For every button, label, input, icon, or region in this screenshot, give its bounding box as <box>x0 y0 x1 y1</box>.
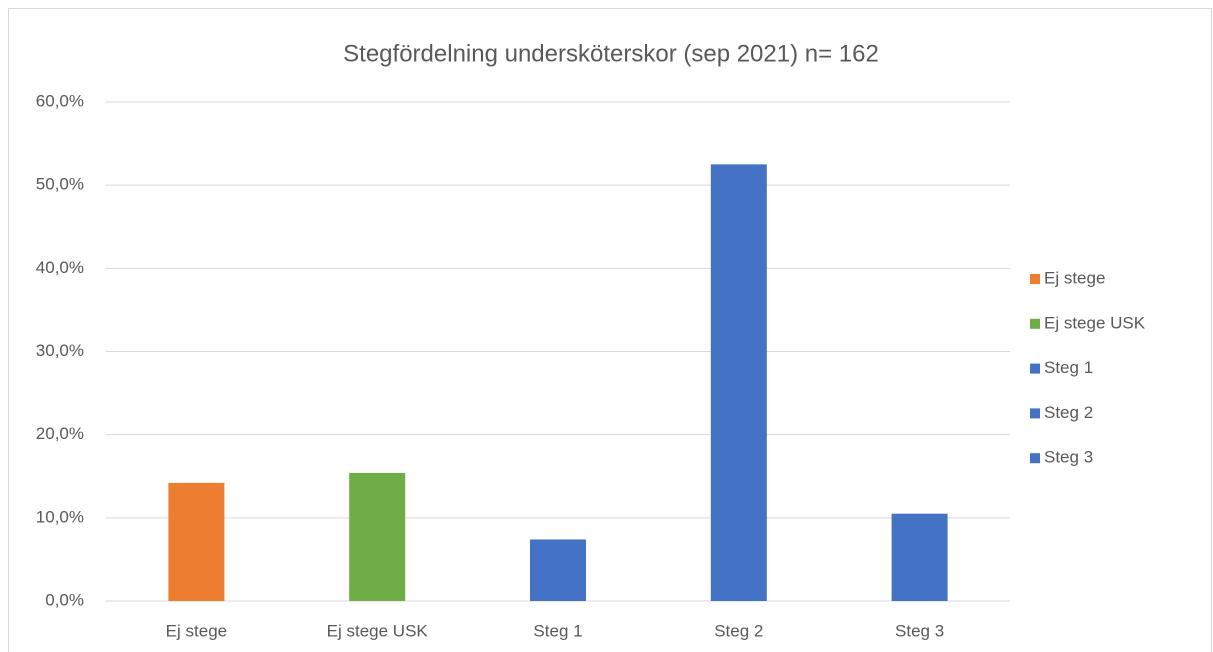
y-tick-label: 30,0% <box>36 341 84 360</box>
x-tick-label: Steg 1 <box>533 621 582 640</box>
legend-label: Ej stege <box>1044 268 1105 287</box>
legend-swatch <box>1030 453 1040 464</box>
bar <box>891 513 948 601</box>
y-tick-label: 20,0% <box>36 424 84 443</box>
y-tick-label: 40,0% <box>36 258 84 277</box>
y-tick-label: 0,0% <box>45 590 84 609</box>
y-tick-label: 60,0% <box>36 91 84 110</box>
legend-swatch <box>1030 318 1040 329</box>
y-tick-label: 10,0% <box>36 507 84 526</box>
bar <box>710 164 767 601</box>
x-tick-label: Steg 3 <box>895 621 944 640</box>
bar <box>168 482 225 601</box>
x-tick-label: Steg 2 <box>714 621 763 640</box>
legend-label: Steg 3 <box>1044 448 1093 467</box>
legend-swatch <box>1030 363 1040 374</box>
legend-label: Steg 1 <box>1044 358 1093 377</box>
x-tick-label: Ej stege USK <box>327 621 429 640</box>
bar <box>349 472 406 601</box>
legend-swatch <box>1030 274 1040 284</box>
y-tick-label: 50,0% <box>36 175 84 194</box>
legend-label: Steg 2 <box>1044 403 1093 422</box>
legend-label: Ej stege USK <box>1044 313 1146 332</box>
x-tick-label: Ej stege <box>166 621 227 640</box>
chart-title: Stegfördelning undersköterskor (sep 2021… <box>343 40 879 67</box>
legend-swatch <box>1030 408 1040 419</box>
bar <box>530 539 586 601</box>
